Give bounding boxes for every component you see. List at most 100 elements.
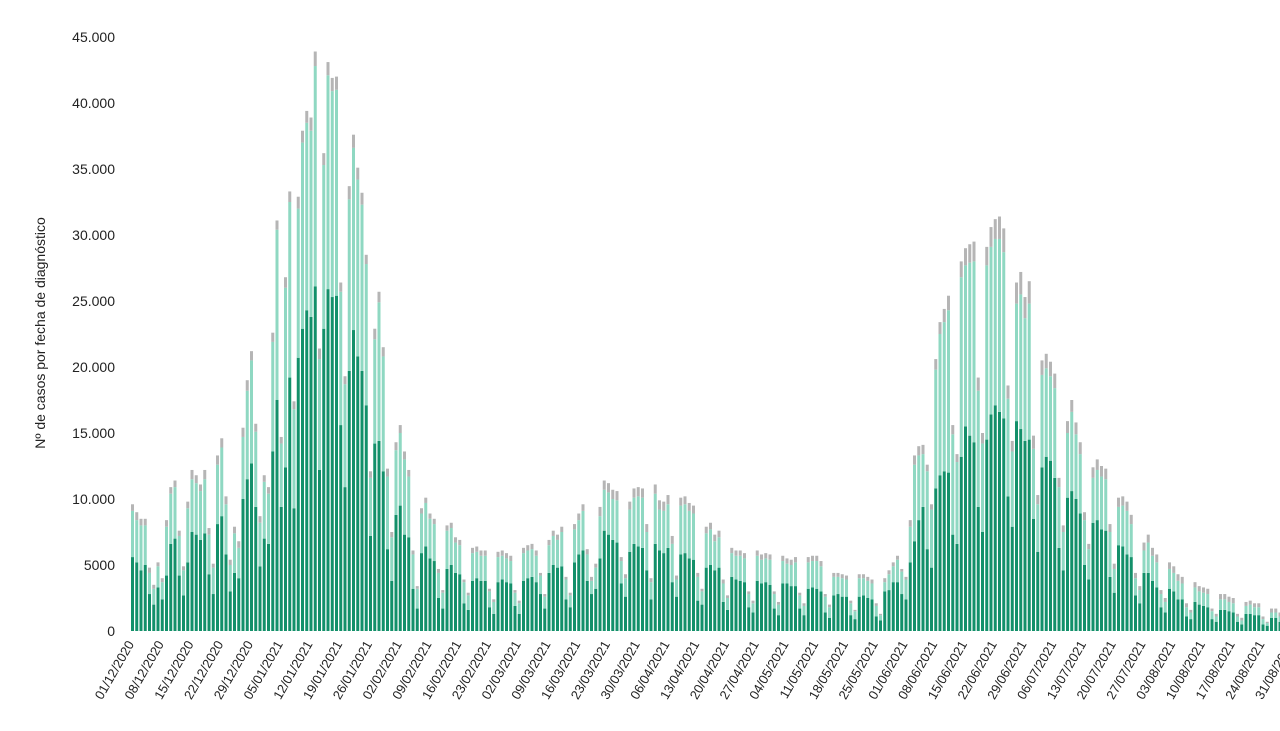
bar-segment-light bbox=[160, 582, 164, 600]
bar-segment-light bbox=[1265, 623, 1269, 626]
bar-segment-light bbox=[194, 483, 198, 535]
bar-segment-dark bbox=[751, 612, 755, 631]
bar-segment-light bbox=[1108, 532, 1112, 577]
bar-segment-light bbox=[1070, 411, 1074, 492]
bar-segment-dark bbox=[679, 554, 683, 631]
bar-segment-grey bbox=[471, 547, 474, 554]
bar-segment-grey bbox=[441, 590, 445, 593]
bar-segment-dark bbox=[301, 328, 304, 631]
bar-segment-dark bbox=[1061, 570, 1065, 631]
bar-segment-light bbox=[585, 554, 589, 581]
bar-segment-light bbox=[649, 582, 653, 600]
bar-segment-dark bbox=[1010, 526, 1014, 631]
bar-segment-grey bbox=[1163, 598, 1167, 602]
bar-segment-light bbox=[556, 539, 559, 568]
bar-segment-dark bbox=[258, 566, 262, 631]
bar-segment-light bbox=[989, 246, 993, 415]
bar-segment-dark bbox=[471, 580, 474, 631]
bar-segment-light bbox=[1155, 562, 1159, 588]
bar-segment-grey bbox=[942, 308, 946, 323]
bar-segment-dark bbox=[1057, 547, 1061, 631]
bar-segment-grey bbox=[1240, 617, 1244, 621]
bar-segment-light bbox=[1019, 294, 1023, 430]
bar-segment-dark bbox=[1019, 429, 1023, 631]
bar-segment-dark bbox=[1206, 607, 1210, 631]
bar-segment-light bbox=[432, 524, 436, 562]
bar-segment-grey bbox=[828, 604, 831, 608]
bar-segment-light bbox=[224, 504, 228, 555]
bar-segment-light bbox=[381, 356, 385, 472]
bar-segment-light bbox=[203, 479, 207, 534]
bar-segment-light bbox=[785, 563, 789, 584]
bar-segment-light bbox=[492, 601, 496, 614]
bar-segment-light bbox=[862, 578, 865, 596]
bar-segment-dark bbox=[275, 400, 279, 631]
bar-segment-dark bbox=[777, 615, 780, 631]
bar-segment-dark bbox=[543, 608, 547, 631]
bar-segment-grey bbox=[993, 219, 997, 239]
bar-segment-grey bbox=[1112, 563, 1116, 569]
bar-segment-dark bbox=[768, 584, 772, 631]
bar-segment-grey bbox=[785, 558, 789, 564]
bar-segment-light bbox=[496, 557, 500, 583]
bar-segment-light bbox=[853, 611, 857, 620]
bar-segment-grey bbox=[1274, 608, 1278, 613]
bar-segment-dark bbox=[381, 471, 385, 631]
bar-segment-grey bbox=[1095, 459, 1099, 470]
bar-segment-light bbox=[509, 561, 513, 584]
bar-segment-dark bbox=[1172, 591, 1176, 631]
bar-segment-grey bbox=[934, 359, 938, 370]
bar-segment-light bbox=[755, 555, 759, 581]
bar-segment-dark bbox=[1049, 460, 1052, 631]
bar-segment-grey bbox=[211, 563, 215, 568]
bar-segment-grey bbox=[955, 454, 959, 463]
bar-segment-light bbox=[1270, 612, 1273, 618]
bar-segment-grey bbox=[981, 433, 984, 444]
bar-segment-light bbox=[615, 500, 619, 543]
bar-segment-dark bbox=[1244, 613, 1248, 631]
bar-segment-dark bbox=[798, 608, 802, 631]
bar-segment-grey bbox=[590, 576, 593, 581]
bar-segment-grey bbox=[169, 487, 173, 494]
bar-segment-grey bbox=[628, 501, 632, 510]
bar-segment-dark bbox=[356, 356, 360, 631]
bar-segment-light bbox=[577, 520, 581, 555]
bar-segment-dark bbox=[207, 574, 211, 631]
bar-segment-grey bbox=[449, 522, 453, 529]
bar-segment-grey bbox=[734, 550, 738, 556]
bar-segment-light bbox=[683, 504, 687, 554]
bar-segment-grey bbox=[1134, 572, 1137, 579]
bar-segment-grey bbox=[224, 496, 228, 505]
bar-segment-grey bbox=[764, 553, 768, 559]
bar-segment-grey bbox=[581, 504, 585, 511]
bar-segment-dark bbox=[1032, 518, 1035, 631]
y-tick-label: 35.000 bbox=[72, 161, 115, 177]
bar-segment-grey bbox=[143, 518, 147, 526]
bar-segment-light bbox=[687, 510, 691, 559]
bar-segment-grey bbox=[925, 464, 929, 472]
y-tick-label: 30.000 bbox=[72, 227, 115, 243]
bar-segment-grey bbox=[989, 227, 993, 247]
bar-segment-dark bbox=[1091, 522, 1095, 631]
bar-segment-light bbox=[373, 339, 377, 444]
bar-segment-dark bbox=[585, 580, 589, 631]
bar-segment-dark bbox=[343, 487, 347, 631]
bar-segment-grey bbox=[296, 196, 300, 209]
bar-segment-dark bbox=[849, 615, 853, 631]
bar-segment-light bbox=[913, 464, 916, 542]
bar-segment-grey bbox=[1168, 562, 1171, 569]
bar-segment-dark bbox=[194, 534, 198, 631]
bar-segment-light bbox=[772, 594, 776, 609]
bar-segment-grey bbox=[1040, 360, 1044, 375]
bar-segment-dark bbox=[964, 426, 967, 631]
bar-segment-grey bbox=[428, 513, 432, 519]
bar-segment-light bbox=[216, 464, 219, 525]
bar-segment-grey bbox=[1236, 613, 1239, 617]
bar-segment-light bbox=[734, 555, 738, 580]
bar-segment-dark bbox=[1210, 619, 1214, 631]
bar-segment-grey bbox=[717, 530, 721, 538]
bar-segment-light bbox=[874, 605, 878, 617]
bar-segment-light bbox=[560, 532, 564, 567]
bar-segment-grey bbox=[475, 546, 479, 552]
